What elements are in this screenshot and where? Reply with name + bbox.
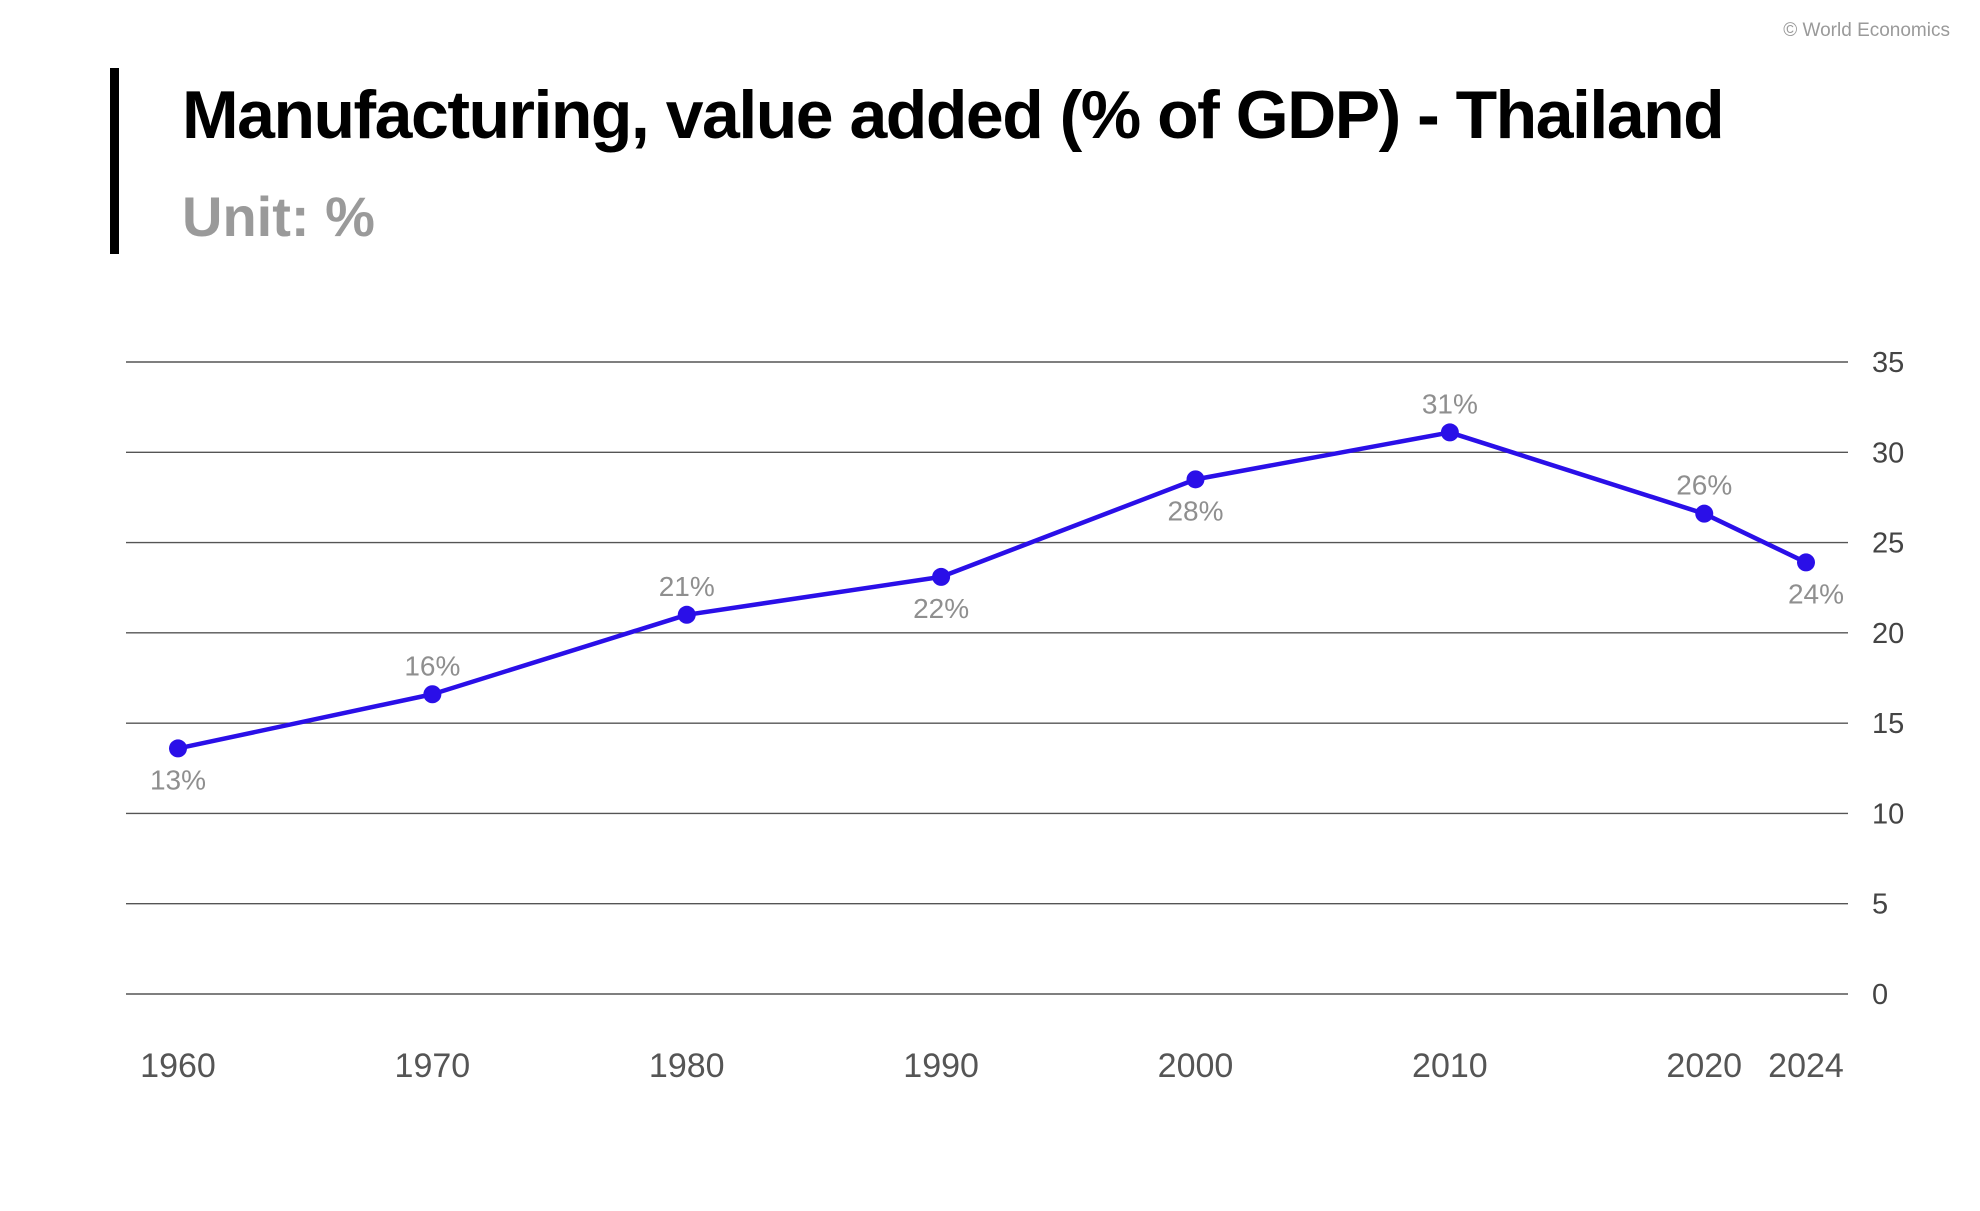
data-label-2024: 24% xyxy=(1788,578,1844,609)
y-tick-label: 20 xyxy=(1872,618,1904,650)
data-point-1960 xyxy=(169,739,187,758)
y-tick-label: 25 xyxy=(1872,528,1904,560)
grid-layer xyxy=(126,361,1848,995)
title-accent-bar xyxy=(110,68,119,254)
data-label-1980: 21% xyxy=(659,571,715,602)
x-tick-label: 2020 xyxy=(1666,1047,1742,1085)
data-point-2000 xyxy=(1186,470,1205,489)
data-point-1990 xyxy=(932,567,951,586)
chart-title: Manufacturing, value added (% of GDP) - … xyxy=(182,77,1725,153)
data-point-2024 xyxy=(1797,553,1815,572)
data-label-2020: 26% xyxy=(1676,470,1732,501)
chart-unit-subtitle: Unit: % xyxy=(182,185,375,248)
x-tick-label: 1980 xyxy=(649,1047,725,1085)
data-label-1970: 16% xyxy=(404,650,460,681)
y-axis-ticks: 0 5 10 15 20 25 30 35 xyxy=(1872,347,1904,1011)
data-label-1990: 22% xyxy=(913,593,969,624)
y-tick-label: 0 xyxy=(1872,979,1888,1011)
data-point-2010 xyxy=(1440,423,1459,442)
data-point-1970 xyxy=(423,685,442,704)
copyright-text: © World Economics xyxy=(1783,20,1950,41)
data-label-2000: 28% xyxy=(1167,495,1223,526)
data-label-2010: 31% xyxy=(1422,388,1478,419)
data-point-1980 xyxy=(677,605,696,624)
x-tick-label: 2010 xyxy=(1412,1047,1488,1085)
x-tick-label: 1970 xyxy=(395,1047,471,1085)
y-tick-label: 10 xyxy=(1872,798,1904,830)
y-tick-label: 5 xyxy=(1872,889,1888,921)
x-axis-ticks: 1960 1970 1980 1990 2000 2010 2020 2024 xyxy=(140,1047,1844,1085)
series-layer xyxy=(169,423,1815,758)
data-point-2020 xyxy=(1695,504,1714,523)
y-tick-label: 15 xyxy=(1872,708,1904,740)
data-label-1960: 13% xyxy=(150,764,206,795)
series-line xyxy=(177,430,1807,751)
x-tick-label: 2000 xyxy=(1158,1047,1234,1085)
x-tick-label: 1960 xyxy=(140,1047,216,1085)
x-tick-label: 2024 xyxy=(1768,1047,1844,1085)
x-tick-label: 1990 xyxy=(903,1047,979,1085)
data-labels: 13% 16% 21% 22% 28% 31% 26% 24% xyxy=(150,388,1844,795)
y-tick-label: 35 xyxy=(1872,347,1904,379)
y-tick-label: 30 xyxy=(1872,437,1904,469)
